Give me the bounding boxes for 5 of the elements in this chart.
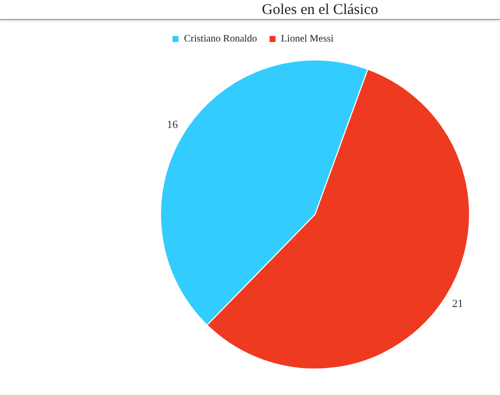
chart-title: Goles en el Clásico bbox=[260, 1, 380, 18]
legend-label: Cristiano Ronaldo bbox=[184, 34, 258, 45]
legend-label: Lionel Messi bbox=[281, 34, 334, 45]
data-label: 21 bbox=[452, 298, 464, 310]
data-label: 16 bbox=[166, 118, 178, 131]
